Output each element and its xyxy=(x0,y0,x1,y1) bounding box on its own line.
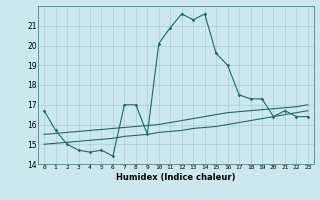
X-axis label: Humidex (Indice chaleur): Humidex (Indice chaleur) xyxy=(116,173,236,182)
